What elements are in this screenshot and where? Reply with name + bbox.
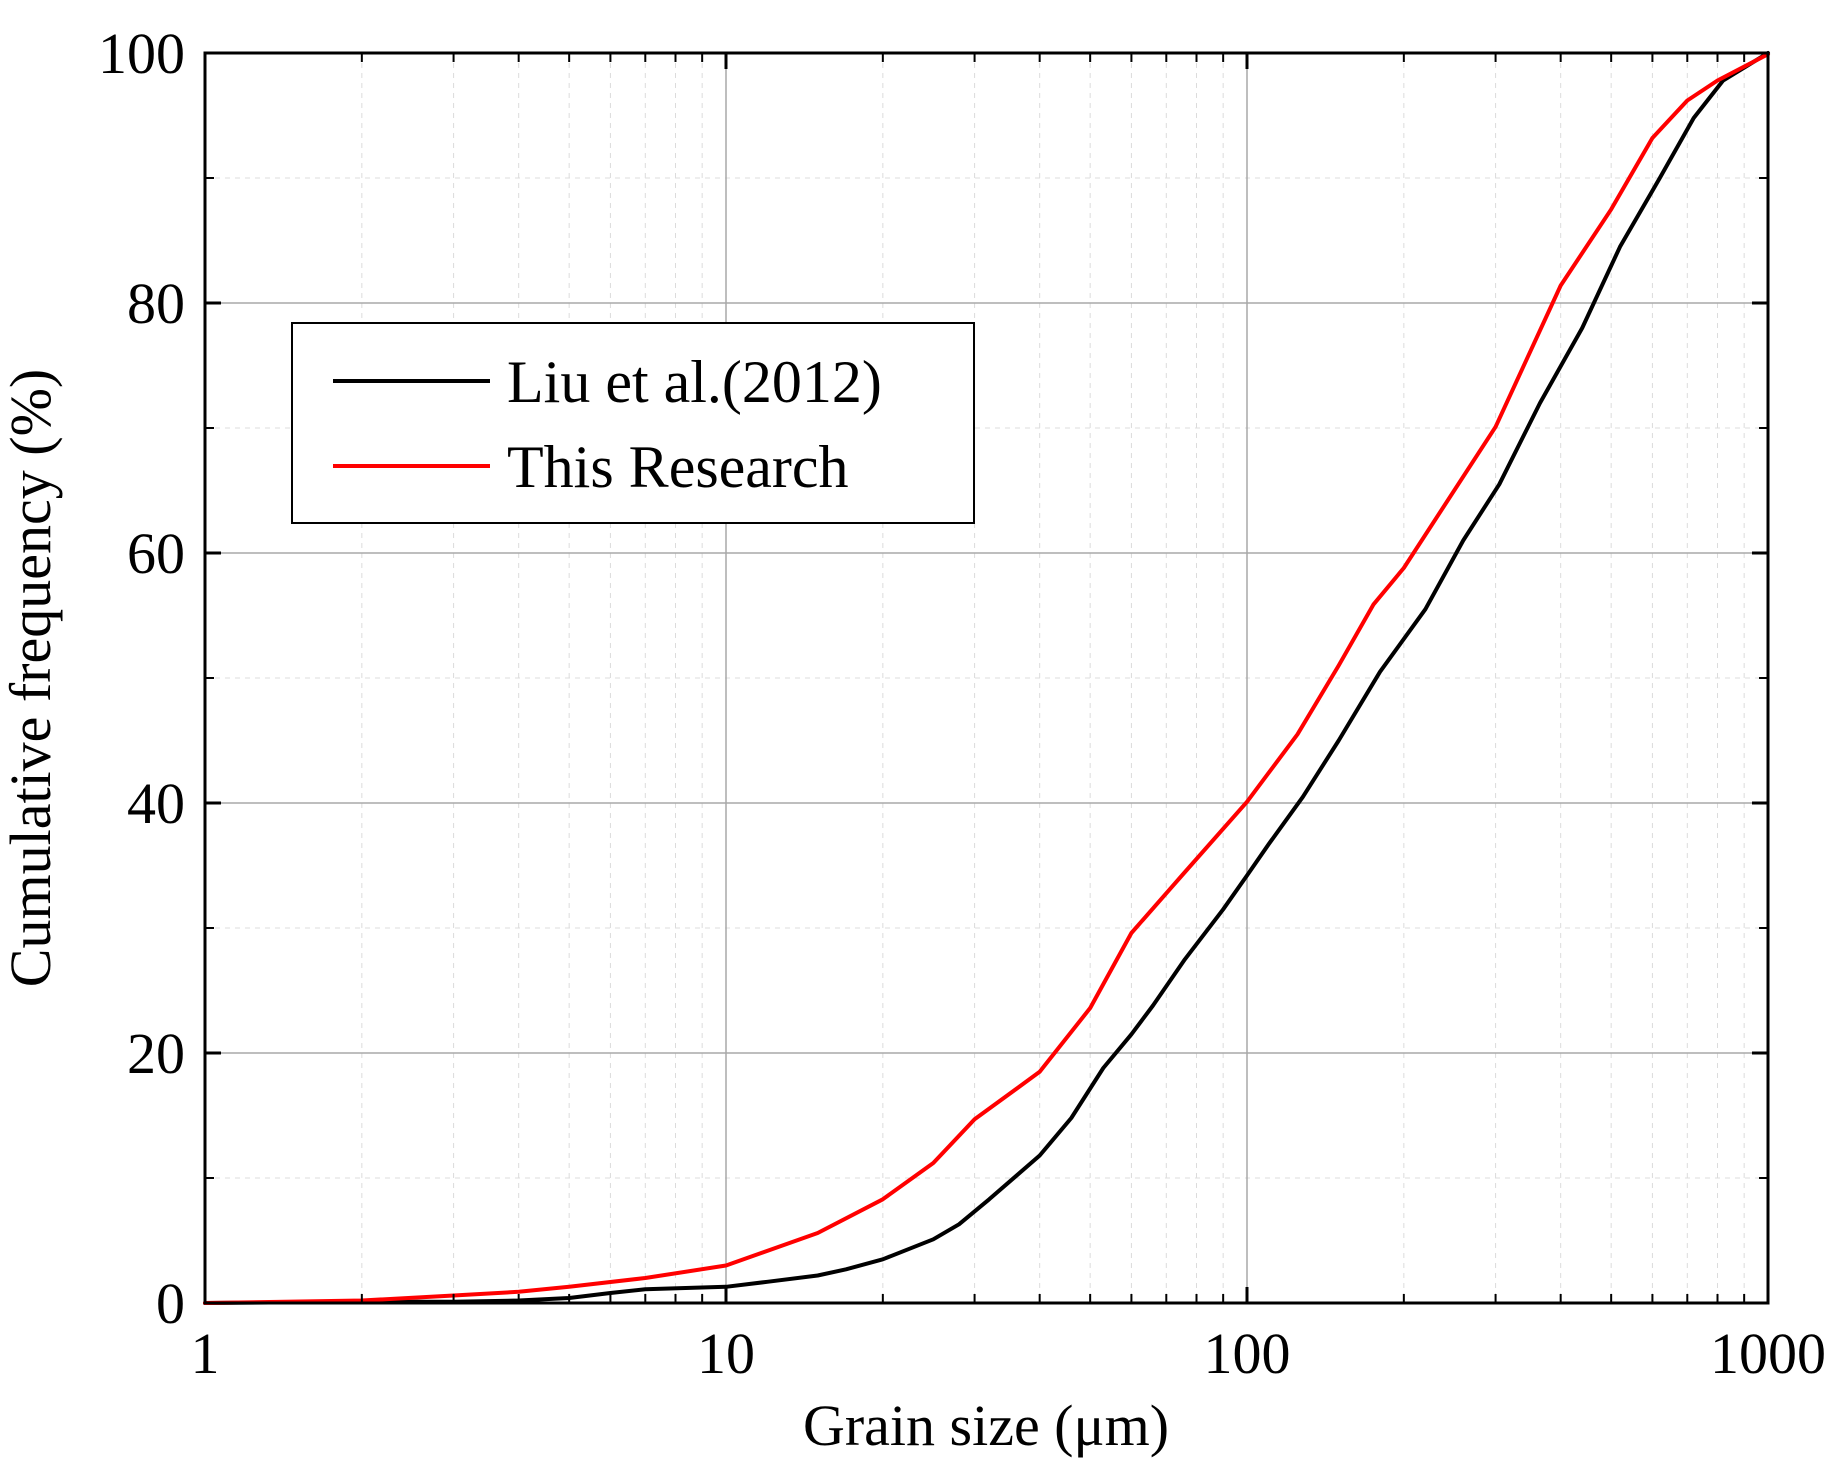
minor-grid (205, 53, 1768, 1303)
tick-labels: 1 10 100 1000 0 20 40 60 80 100 (98, 21, 1826, 1386)
y-tick-label: 80 (127, 271, 185, 336)
legend: Liu et al.(2012) This Research (291, 322, 975, 524)
x-axis-title: Grain size (μm) (803, 1393, 1169, 1458)
legend-label-liu: Liu et al.(2012) (507, 349, 882, 415)
y-axis-title: Cumulative frequency (%) (0, 369, 63, 987)
y-tick-label: 0 (156, 1271, 185, 1336)
y-tick-label: 20 (127, 1021, 185, 1086)
y-tick-label: 100 (98, 21, 185, 86)
series-line-liu-et-al-2012 (203, 51, 1770, 1305)
series-layer (203, 51, 1770, 1305)
y-tick-label: 60 (127, 521, 185, 586)
series-line-this-research (203, 52, 1770, 1305)
legend-box (291, 322, 975, 524)
y-tick-label: 40 (127, 771, 185, 836)
x-tick-label: 1000 (1710, 1321, 1826, 1386)
x-tick-label: 1 (191, 1321, 220, 1386)
x-tick-label: 100 (1204, 1321, 1291, 1386)
x-tick-label: 10 (697, 1321, 755, 1386)
legend-label-this-research: This Research (507, 434, 849, 500)
ticks-layer (203, 51, 1770, 1305)
